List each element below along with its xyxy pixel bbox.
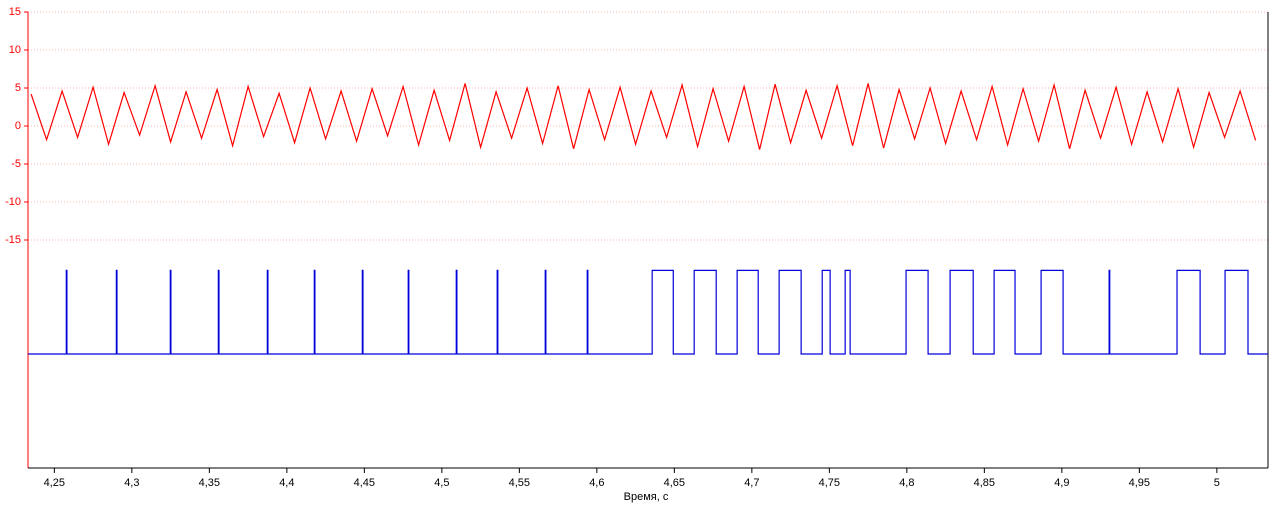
y-tick-label: -10: [5, 196, 21, 208]
x-tick-label: 4,35: [199, 477, 220, 489]
x-tick-label: 4,95: [1129, 477, 1150, 489]
y-tick-label: 15: [9, 6, 21, 18]
y-tick-label: 10: [9, 44, 21, 56]
y-tick-label: 5: [15, 82, 21, 94]
x-tick-label: 4,6: [589, 477, 604, 489]
x-tick-label: 4,75: [819, 477, 840, 489]
x-tick-label: 4,55: [509, 477, 530, 489]
x-tick-label: 4,3: [124, 477, 139, 489]
x-tick-label: 4,85: [974, 477, 995, 489]
x-tick-label: 4,8: [899, 477, 914, 489]
x-tick-label: 5: [1214, 477, 1220, 489]
x-tick-label: 4,65: [664, 477, 685, 489]
x-tick-label: 4,7: [744, 477, 759, 489]
x-axis-label: Время, с: [624, 491, 669, 503]
y-tick-label: -15: [5, 234, 21, 246]
x-tick-label: 4,25: [44, 477, 65, 489]
y-tick-label: -5: [11, 158, 21, 170]
x-tick-label: 4,9: [1054, 477, 1069, 489]
series-line: [30, 82, 1257, 150]
x-tick-label: 4,4: [279, 477, 294, 489]
x-tick-label: 4,45: [354, 477, 375, 489]
y-tick-label: 0: [15, 120, 21, 132]
series-line: [28, 269, 1268, 355]
x-tick-label: 4,5: [434, 477, 449, 489]
